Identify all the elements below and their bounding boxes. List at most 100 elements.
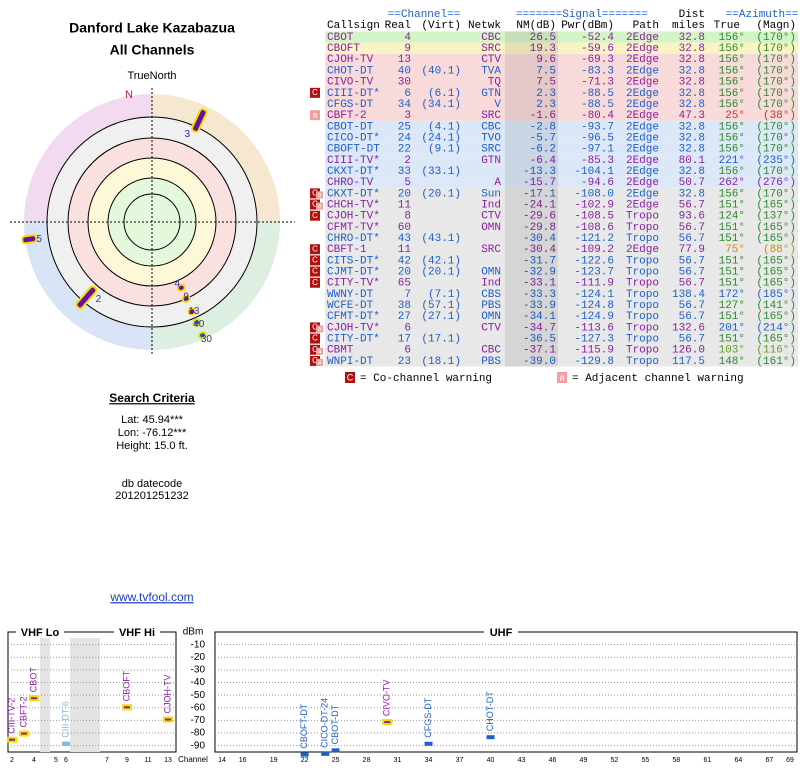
table-cell: -97.1	[581, 144, 614, 156]
row-bg	[325, 321, 798, 334]
table-cell: (141°)	[756, 300, 796, 312]
table-cell: Tropo	[626, 211, 659, 223]
subtitle: All Channels	[110, 42, 195, 58]
table-cell: CBOFT-DT	[327, 144, 380, 156]
table-cell: -102.9	[574, 199, 614, 211]
row-bg	[325, 131, 798, 144]
table-cell: (17.1)	[421, 333, 461, 345]
row-bg	[325, 76, 798, 88]
station-label: 13	[188, 306, 200, 317]
station-label: CIVO-TV	[382, 680, 392, 717]
site-link[interactable]: www.tvfool.com	[109, 590, 193, 604]
table-cell: CJOH-TV	[327, 54, 374, 66]
table-cell: (20.1)	[421, 188, 461, 200]
row-bg	[325, 64, 798, 77]
table-cell: 32.8	[679, 166, 705, 178]
row-bg	[325, 198, 798, 211]
warning-letter: C	[312, 88, 318, 97]
y-tick-label: -40	[191, 677, 206, 688]
warning-letter: C	[312, 356, 318, 365]
station-marker	[122, 704, 132, 711]
station-label: CBOT-DT	[330, 704, 340, 744]
table-cell: (170°)	[756, 65, 796, 77]
table-cell: (170°)	[756, 99, 796, 111]
table-cell: 32.8	[679, 65, 705, 77]
table-cell: (38°)	[763, 110, 796, 122]
table-cell: 151°	[719, 199, 745, 211]
table-cell: 2Edge	[626, 132, 659, 144]
table-cell: 2Edge	[626, 121, 659, 133]
y-tick-label: -60	[191, 702, 206, 713]
table-cell: 32.8	[679, 188, 705, 200]
warning-box	[310, 322, 320, 333]
table-cell: CBS	[481, 289, 501, 301]
table-cell: 93.6	[679, 211, 705, 223]
station-bar	[21, 234, 38, 245]
x-tick-label: 46	[549, 757, 557, 764]
table-cell: -2.8	[530, 121, 556, 133]
row-bg	[325, 87, 798, 99]
table-cell: CBFT-2	[327, 110, 367, 122]
table-cell: 56.7	[679, 300, 705, 312]
table-cell: -104.1	[574, 166, 614, 178]
station-bar	[187, 307, 197, 316]
x-tick-label: 11	[144, 757, 151, 764]
table-cell: -71.3	[581, 77, 614, 89]
table-cell: 127°	[719, 300, 745, 312]
x-tick-label: 52	[611, 757, 619, 764]
table-cell: 132.6	[672, 322, 705, 334]
table-cell: 33	[398, 166, 411, 178]
warning-box	[316, 347, 323, 355]
table-cell: -29.8	[523, 222, 556, 234]
table-cell: (88°)	[763, 244, 796, 256]
spectrum: VHF Lo VHF Hi UHF dBm Channel	[7, 626, 798, 764]
table-cell: CBMT	[327, 345, 354, 357]
table-cell: 30	[398, 77, 411, 89]
table-cell: 117.5	[672, 356, 705, 368]
x-tick-label: 61	[703, 757, 711, 764]
table-cell: CIII-TV*	[327, 155, 380, 167]
station-marker	[29, 695, 39, 702]
row-bg	[325, 355, 798, 367]
station-label: 4	[175, 278, 181, 289]
warning-letter: C	[312, 256, 318, 265]
table-cell: -33.9	[523, 300, 556, 312]
table-cell: WCFE-DT	[327, 300, 374, 312]
row-bg	[325, 53, 798, 65]
row-bg	[325, 109, 798, 121]
table-cell: 56.7	[679, 266, 705, 278]
x-tick-label: 7	[105, 757, 109, 764]
table-cell: 56.7	[679, 278, 705, 290]
station-bar	[176, 283, 186, 292]
warning-box	[310, 188, 320, 199]
table-cell: (170°)	[756, 32, 796, 44]
y-tick-label: -50	[191, 690, 206, 701]
table-cell: 2Edge	[626, 110, 659, 122]
band-label-bg	[16, 626, 64, 638]
adjacent-box	[557, 372, 567, 383]
warning-box	[310, 210, 320, 221]
co-channel-letter: C	[347, 372, 354, 382]
row-bg	[325, 143, 798, 155]
table-cell: -129.8	[574, 356, 614, 368]
band-label: VHF Hi	[119, 627, 155, 639]
station-marker	[192, 318, 202, 327]
station-label: CFGS-DT	[423, 697, 433, 737]
table-cell: (170°)	[756, 188, 796, 200]
table-cell: 11	[398, 199, 412, 211]
table-cell: 156°	[719, 32, 745, 44]
station-bar	[181, 294, 191, 303]
table-cell: (165°)	[756, 199, 796, 211]
row-bg	[325, 120, 798, 132]
table-cell: 2Edge	[626, 155, 659, 167]
table-cell: -115.9	[574, 345, 614, 357]
station-label: 9	[183, 291, 189, 302]
table-cell: 156°	[719, 132, 745, 144]
table-cell: -1.6	[530, 110, 556, 122]
table-cell: 42	[398, 255, 411, 267]
table-cell: 151°	[719, 222, 745, 234]
warning-box	[310, 199, 320, 210]
table-cell: 2Edge	[626, 99, 659, 111]
table-cell: (185°)	[756, 289, 796, 301]
table-cell: 32.8	[679, 132, 705, 144]
